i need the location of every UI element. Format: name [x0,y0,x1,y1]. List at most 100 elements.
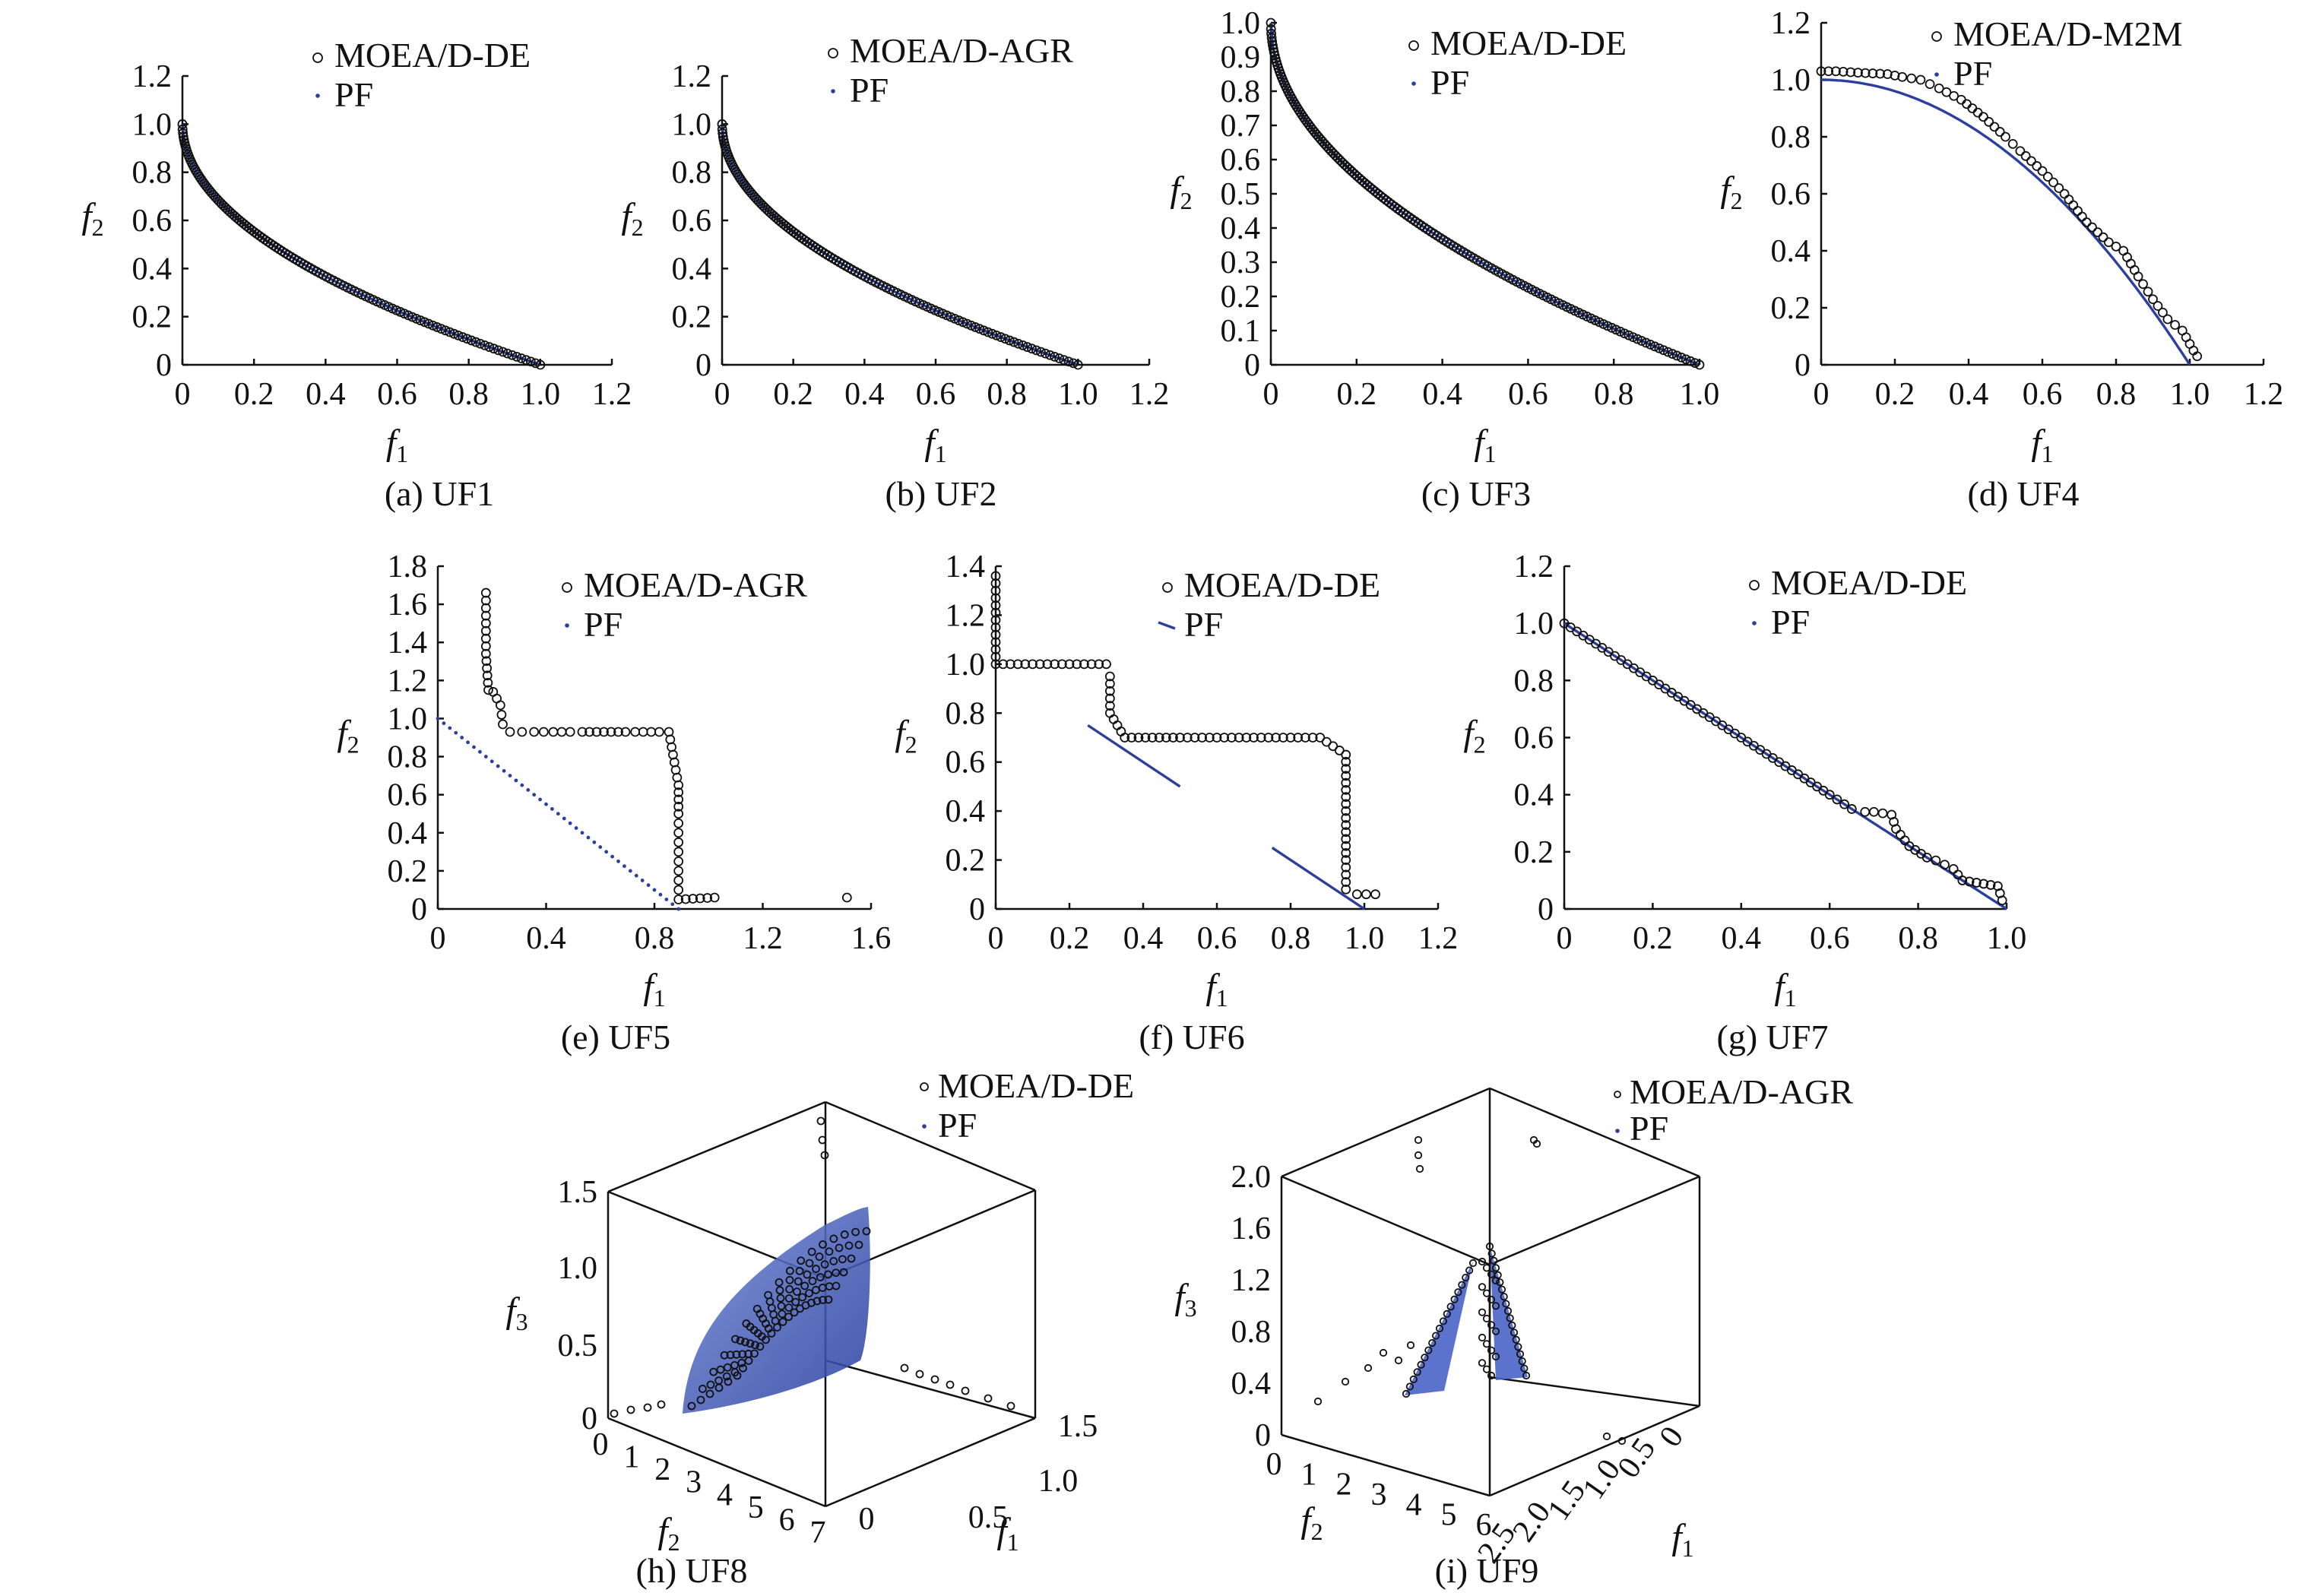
solution-point [1028,659,1038,670]
pf-point [550,807,554,811]
solution-point [1658,345,1669,356]
y-tick-label: 1.2 [1771,6,1811,41]
x-tick-label: 0 [175,377,191,412]
solution-point [1860,68,1871,78]
solution-point [599,727,609,737]
solution-point [2073,206,2083,216]
solution-point [646,727,657,737]
solution-point [741,1338,749,1347]
pf-point [568,821,572,825]
solution-point [1307,733,1318,743]
solution-point [1823,66,1834,77]
solution-point [673,885,684,895]
solution-point [991,330,1002,340]
panel-caption: (g) UF7 [1717,1018,1829,1056]
solution-point [480,603,491,613]
pf-point [496,764,500,768]
y-tick-label: 0 [695,348,711,383]
solution-point [630,727,641,737]
solution-point [1219,733,1230,743]
solution-point [1518,1357,1526,1366]
pf-point [483,755,488,758]
solution-point [1478,1283,1487,1291]
solution-point [1035,347,1046,357]
solution-point [1417,1360,1425,1369]
x-tick-label: 0 [1557,921,1573,956]
y-tick-label: 0.8 [672,156,712,191]
solution-point [1341,847,1351,858]
solution-point [1482,1365,1491,1373]
solution-point [775,1286,784,1295]
solution-point [983,327,993,337]
solution-point [1491,1264,1500,1272]
solution-point [1681,354,1691,365]
x-tick-label: 1.0 [521,377,561,412]
legend-marker-pf [831,89,835,93]
x-tick-label: 0.6 [1197,921,1237,956]
solution-point [1104,671,1115,682]
panel-caption: (e) UF5 [561,1018,670,1056]
pf-curve [721,124,1079,366]
solution-point [1341,806,1351,816]
x-tick-label: 1.2 [743,921,783,956]
solution-point [841,892,852,903]
y-tick-label: 0.3 [1221,245,1261,280]
solution-point [1364,1363,1373,1373]
x-tick-label: 0.6 [2023,377,2063,412]
solution-point [1241,733,1252,743]
f2-tick-label: 5 [748,1490,764,1525]
solution-point [2158,307,2168,318]
solution-point [517,727,527,737]
solution-point [1050,351,1060,362]
solution-point [453,330,464,340]
solution-point [1034,659,1045,670]
solution-point [2077,211,2087,222]
solution-point [1522,1371,1531,1380]
f3-tick-label: 1.0 [558,1251,598,1286]
solution-point [498,719,508,730]
solution-point [984,1394,993,1403]
pf-point [460,736,464,739]
x-tick-label: 1.6 [851,921,892,956]
solution-point [1632,334,1643,344]
solution-point [2148,294,2158,305]
solution-point [489,344,499,354]
solution-point [2133,271,2143,282]
solution-point [1510,1328,1519,1337]
panel-d: 0 0.2 0.4 0.6 0.8 1.0 1.2 0 0.2 0.4 0.6 0.8 1.0 1.2 f1… [1720,6,2283,513]
solution-point [525,356,536,367]
pf-point [489,759,494,764]
legend-marker-algorithm [1408,40,1419,51]
y-axis-label: f2 [1463,714,1485,758]
solution-point [2054,183,2064,193]
solution-point [790,1308,799,1317]
solution-point [440,325,451,336]
solution-point [483,685,493,695]
solution-point [762,1335,770,1344]
solution-point [1054,353,1065,363]
pf-point [580,831,585,835]
f2-tick-label: 4 [717,1477,733,1512]
solution-point [1628,332,1638,343]
f1-tick-label: 0 [859,1502,875,1537]
solution-point [1853,68,1863,78]
solution-point [847,1254,856,1263]
solution-point [673,780,684,790]
solution-point [807,1247,816,1256]
x-tick-label: 0 [988,921,1004,956]
solution-point [1458,1281,1466,1289]
legend-marker-pf [565,623,569,628]
pf-point [532,793,537,797]
solution-point [1313,1397,1323,1406]
y-tick-label: 0.4 [132,252,173,287]
y-tick-label: 0.6 [672,204,712,239]
solution-point [1516,1350,1525,1358]
legend-label-pf: PF [334,75,373,114]
solution-point [1846,804,1857,814]
f2-tick-label: 2 [1336,1468,1352,1503]
solution-point [820,1260,829,1269]
solution-point [750,1349,759,1358]
x-axis-label: f1 [2031,423,2053,467]
solution-point [1895,829,1906,840]
solution-point [1268,40,1278,51]
